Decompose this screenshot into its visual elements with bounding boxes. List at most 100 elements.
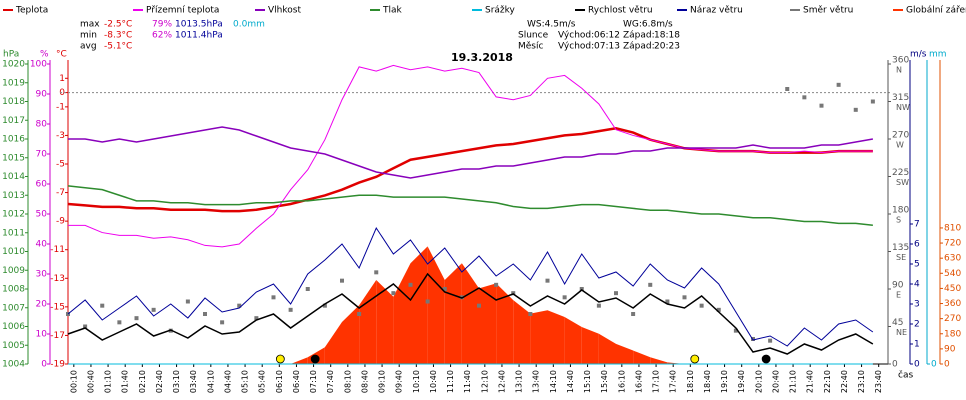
tick-label: 1004 [2, 360, 25, 370]
direction-point [83, 324, 88, 329]
x-tick-label: 18:10 [686, 370, 695, 393]
stat-label: avg [80, 42, 97, 52]
tick-label: 360 [944, 299, 961, 309]
x-tick-label: 13:10 [515, 370, 524, 393]
x-tick-label: 18:40 [703, 370, 712, 393]
tick-label: 20 [36, 300, 48, 310]
direction-point [682, 295, 687, 300]
tick-label: -1 [56, 102, 65, 112]
moon-rise-label: Východ: [558, 42, 594, 52]
tick-label: 360 [892, 56, 909, 66]
direction-point [185, 299, 190, 304]
tick-label: 1020 [2, 60, 25, 70]
stat-temp: -8.3°C [104, 31, 132, 41]
stat-temp: -5.1°C [104, 42, 132, 52]
tick-label: 50 [36, 210, 48, 220]
x-tick-label: 21:10 [789, 370, 798, 393]
tick-label: -5 [56, 160, 65, 170]
x-tick-label: 23:10 [857, 370, 866, 393]
tick-direction: NE [896, 328, 907, 337]
series-line [67, 226, 874, 347]
x-tick-label: 12:10 [480, 370, 489, 393]
direction-point [665, 299, 670, 304]
tick-direction: S [896, 216, 901, 225]
radiation-area [598, 333, 616, 364]
tick-label: 6 [914, 240, 920, 250]
direction-point [408, 282, 413, 287]
radiation-area [324, 322, 342, 364]
stat-pres: 1013.5hPa [175, 20, 223, 30]
direction-point [134, 316, 139, 321]
direction-point [203, 312, 207, 316]
moon-set: 20:23 [654, 42, 680, 52]
legend-label: Tlak [382, 6, 403, 16]
axis-unit: °C [56, 50, 67, 60]
legend-label: Srážky [485, 6, 516, 16]
wind-gust-summary: WG:6.8m/s [623, 20, 673, 30]
legend-label: Přízemní teplota [146, 6, 219, 16]
direction-point [357, 312, 362, 316]
tick-label: 60 [36, 180, 48, 190]
tick-label: 1006 [2, 322, 25, 332]
radiation-area [461, 263, 479, 364]
radiation-area [342, 305, 360, 364]
tick-label: 1018 [2, 97, 25, 107]
axis-unit: hPa [3, 50, 19, 60]
series-line [67, 272, 874, 355]
direction-point [768, 338, 773, 343]
moon-set-marker [761, 354, 771, 364]
x-tick-label: 14:10 [549, 370, 558, 393]
direction-point [562, 295, 567, 300]
tick-label: 135 [892, 243, 909, 253]
direction-point [716, 307, 721, 312]
direction-point [117, 320, 122, 325]
direction-point [425, 299, 430, 304]
tick-label: 630 [944, 254, 961, 264]
x-tick-label: 20:10 [754, 370, 763, 393]
sun-set-label: Západ: [623, 31, 655, 41]
x-tick-label: 23:40 [874, 370, 883, 393]
direction-point [733, 328, 738, 333]
tick-label: 1015 [2, 153, 25, 163]
x-tick-label: 22:10 [823, 370, 832, 393]
sun-label: Slunce [518, 31, 549, 41]
x-tick-label: 10:40 [429, 370, 438, 393]
stat-hum: 62% [152, 31, 172, 41]
x-tick-label: 20:40 [771, 370, 780, 393]
tick-label: 45 [892, 318, 903, 328]
direction-point [802, 95, 807, 100]
legend-label: Náraz větru [690, 6, 743, 16]
axis-unit: m/s [910, 50, 927, 60]
tick-label: 1010 [2, 247, 25, 257]
tick-label: 90 [944, 344, 956, 354]
tick-label: 0 [944, 360, 950, 370]
direction-point [151, 307, 156, 312]
x-tick-label: 13:40 [532, 370, 541, 393]
sun-rise-label: Východ: [558, 31, 594, 41]
tick-label: 0 [41, 360, 47, 370]
x-axis-label: čas [898, 370, 913, 381]
tick-label: 70 [36, 150, 48, 160]
x-tick-label: 08:10 [343, 370, 352, 393]
tick-label: 0 [931, 360, 937, 370]
direction-point [391, 291, 396, 296]
radiation-area [290, 357, 308, 364]
x-tick-label: 04:10 [206, 370, 215, 393]
direction-point [870, 99, 875, 104]
x-tick-label: 16:40 [634, 370, 643, 393]
tick-label: 5 [914, 260, 920, 270]
tick-label: -19 [50, 360, 65, 370]
direction-point [494, 282, 499, 287]
tick-label: 4 [914, 280, 920, 290]
tick-direction: W [896, 141, 904, 150]
direction-point [271, 295, 276, 300]
tick-label: 270 [944, 314, 961, 324]
direction-point [836, 82, 841, 87]
tick-label: 1011 [2, 228, 25, 238]
direction-point [322, 303, 327, 308]
direction-point [340, 278, 344, 283]
tick-label: 0 [892, 360, 898, 370]
x-tick-label: 14:40 [566, 370, 575, 393]
tick-label: 1019 [2, 78, 25, 88]
direction-point [579, 287, 584, 291]
